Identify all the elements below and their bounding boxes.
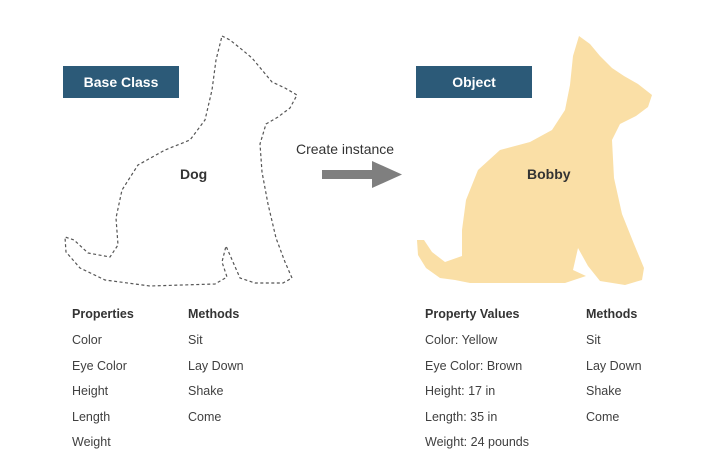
method-item: Shake [586,384,622,398]
property-values-header: Property Values [425,307,520,321]
property-item: Weight [72,435,111,449]
method-item: Shake [188,384,224,398]
bobby-label: Bobby [527,166,571,182]
base-class-badge: Base Class [63,66,179,98]
method-item: Come [188,409,222,424]
method-item: Sit [188,333,203,347]
properties-header: Properties [72,307,134,321]
property-values-column: Property Values Color: Yellow Eye Color:… [425,304,529,458]
base-methods-column: Methods Sit Lay Down Shake Come [188,304,244,432]
method-item: Lay Down [586,358,642,373]
dog-filled-silhouette [417,36,652,285]
property-value-item: Color: Yellow [425,333,498,347]
method-item: Come [586,409,620,424]
property-item: Color [72,333,102,347]
property-value-item: Eye Color: Brown [425,358,523,373]
object-methods-column: Methods Sit Lay Down Shake Come [586,304,642,432]
arrow-head [372,161,402,188]
property-item: Eye Color [72,358,127,373]
property-item: Height [72,384,109,398]
base-methods-header: Methods [188,307,240,321]
method-item: Sit [586,333,601,347]
property-item: Length [72,409,111,424]
method-item: Lay Down [188,358,244,373]
object-methods-header: Methods [586,307,638,321]
dog-label: Dog [180,166,208,182]
create-instance-label: Create instance [296,141,395,157]
property-value-item: Weight: 24 pounds [425,435,530,449]
arrow-shaft [322,170,374,179]
property-value-item: Height: 17 in [425,384,496,398]
object-badge: Object [416,66,532,98]
properties-column: Properties Color Eye Color Height Length… [72,304,134,458]
property-value-item: Length: 35 in [425,409,498,424]
